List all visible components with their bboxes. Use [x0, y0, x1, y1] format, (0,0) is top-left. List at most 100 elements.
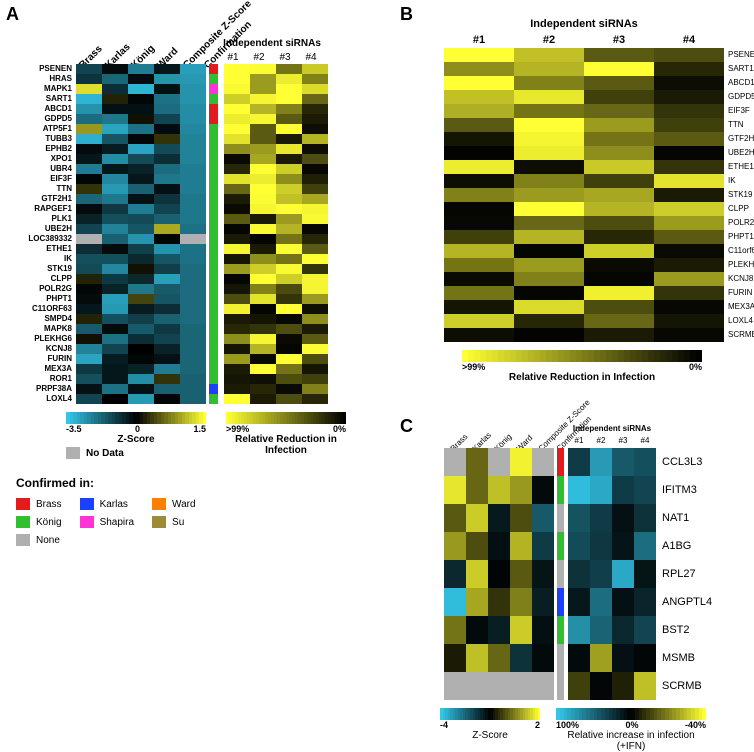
- heatmap-cell: [102, 394, 128, 404]
- heatmap-cell: [590, 616, 612, 644]
- heatmap-cell: [654, 48, 724, 62]
- heatmap-cell: [466, 532, 488, 560]
- table-row: KCNJ8: [16, 344, 328, 354]
- heatmap-cell: [102, 264, 128, 274]
- confirmation-cell: [209, 114, 218, 124]
- heatmap-cell: [444, 202, 514, 216]
- heatmap-cell: [128, 284, 154, 294]
- heatmap-cell: [128, 144, 154, 154]
- heatmap-cell: [302, 294, 328, 304]
- heatmap-cell: [568, 672, 590, 700]
- heatmap-cell: [76, 214, 102, 224]
- heatmap-cell: [76, 104, 102, 114]
- heatmap-cell: [444, 272, 514, 286]
- heatmap-cell: [180, 114, 206, 124]
- heatmap-cell: [102, 174, 128, 184]
- heatmap-cell: [180, 254, 206, 264]
- table-row: EIF3F: [16, 174, 328, 184]
- heatmap-cell: [102, 114, 128, 124]
- heatmap-cell: [276, 284, 302, 294]
- heatmap-cell: [128, 264, 154, 274]
- heatmap-cell: [634, 560, 656, 588]
- heatmap-cell: [224, 184, 250, 194]
- gene-label: LOXL4: [724, 314, 753, 328]
- heatmap-cell: [250, 194, 276, 204]
- table-row: STK19: [16, 264, 328, 274]
- confirmation-cell: [557, 532, 564, 560]
- heatmap-cell: [276, 184, 302, 194]
- heatmap-cell: [532, 560, 554, 588]
- heatmap-cell: [466, 672, 488, 700]
- heatmap-cell: [102, 164, 128, 174]
- heatmap-cell: [584, 174, 654, 188]
- table-row: CLPP: [444, 202, 754, 216]
- heatmap-cell: [444, 476, 466, 504]
- heatmap-cell: [276, 84, 302, 94]
- heatmap-cell: [250, 234, 276, 244]
- confirmation-cell: [209, 104, 218, 114]
- table-row: CCL3L3: [444, 448, 712, 476]
- heatmap-cell: [302, 164, 328, 174]
- gene-label: XPO1: [16, 154, 76, 164]
- heatmap-cell: [180, 334, 206, 344]
- heatmap-cell: [568, 616, 590, 644]
- heatmap-cell: [154, 314, 180, 324]
- heatmap-cell: [466, 588, 488, 616]
- heatmap-cell: [76, 374, 102, 384]
- table-row: MEX3A: [444, 300, 754, 314]
- heatmap-cell: [634, 504, 656, 532]
- heatmap-cell: [584, 202, 654, 216]
- heatmap-cell: [154, 274, 180, 284]
- heatmap-cell: [76, 194, 102, 204]
- table-row: MAPK8: [16, 324, 328, 334]
- heatmap-cell: [102, 64, 128, 74]
- table-row: KCNJ8: [444, 272, 754, 286]
- heatmap-cell: [514, 76, 584, 90]
- heatmap-cell: [302, 114, 328, 124]
- heatmap-cell: [444, 104, 514, 118]
- heatmap-cell: [180, 344, 206, 354]
- gene-label: ANGPTL4: [656, 588, 712, 616]
- heatmap-cell: [154, 134, 180, 144]
- heatmap-cell: [276, 374, 302, 384]
- heatmap-cell: [128, 274, 154, 284]
- heatmap-cell: [224, 104, 250, 114]
- heatmap-cell: [76, 294, 102, 304]
- heatmap-cell: [514, 48, 584, 62]
- heatmap-cell: [250, 84, 276, 94]
- heatmap-cell: [76, 384, 102, 394]
- heatmap-cell: [250, 214, 276, 224]
- gene-label: UBE2H: [724, 146, 754, 160]
- heatmap-cell: [654, 160, 724, 174]
- table-row: POLR2G: [444, 216, 754, 230]
- gene-label: ROR1: [16, 374, 76, 384]
- heatmap-cell: [276, 74, 302, 84]
- col-header: #3: [612, 436, 634, 445]
- heatmap-cell: [224, 84, 250, 94]
- heatmap-cell: [128, 184, 154, 194]
- heatmap-cell: [250, 124, 276, 134]
- heatmap-cell: [276, 254, 302, 264]
- col-header: #4: [634, 436, 656, 445]
- heatmap-cell: [76, 94, 102, 104]
- heatmap-cell: [444, 244, 514, 258]
- heatmap-cell: [180, 244, 206, 254]
- table-row: PRPF38A: [16, 384, 328, 394]
- heatmap-cell: [510, 504, 532, 532]
- heatmap-cell: [276, 294, 302, 304]
- confirmation-cell: [209, 144, 218, 154]
- heatmap-cell: [612, 448, 634, 476]
- heatmap-cell: [128, 334, 154, 344]
- confirmation-cell: [209, 124, 218, 134]
- heatmap-cell: [514, 118, 584, 132]
- heatmap-cell: [302, 94, 328, 104]
- table-row: GTF2H1: [444, 132, 754, 146]
- heatmap-cell: [514, 188, 584, 202]
- heatmap-cell: [102, 244, 128, 254]
- heatmap-cell: [514, 202, 584, 216]
- gene-label: MAPK1: [16, 84, 76, 94]
- heatmap-cell: [102, 324, 128, 334]
- gene-label: GTF2H1: [16, 194, 76, 204]
- confirmation-cell: [557, 588, 564, 616]
- heatmap-cell: [532, 672, 554, 700]
